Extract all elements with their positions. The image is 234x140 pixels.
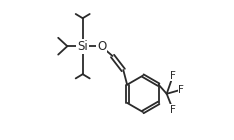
Text: F: F [170,105,176,115]
Text: F: F [170,71,176,81]
Text: F: F [179,85,184,95]
Text: O: O [97,40,106,53]
Text: Si: Si [77,40,88,53]
